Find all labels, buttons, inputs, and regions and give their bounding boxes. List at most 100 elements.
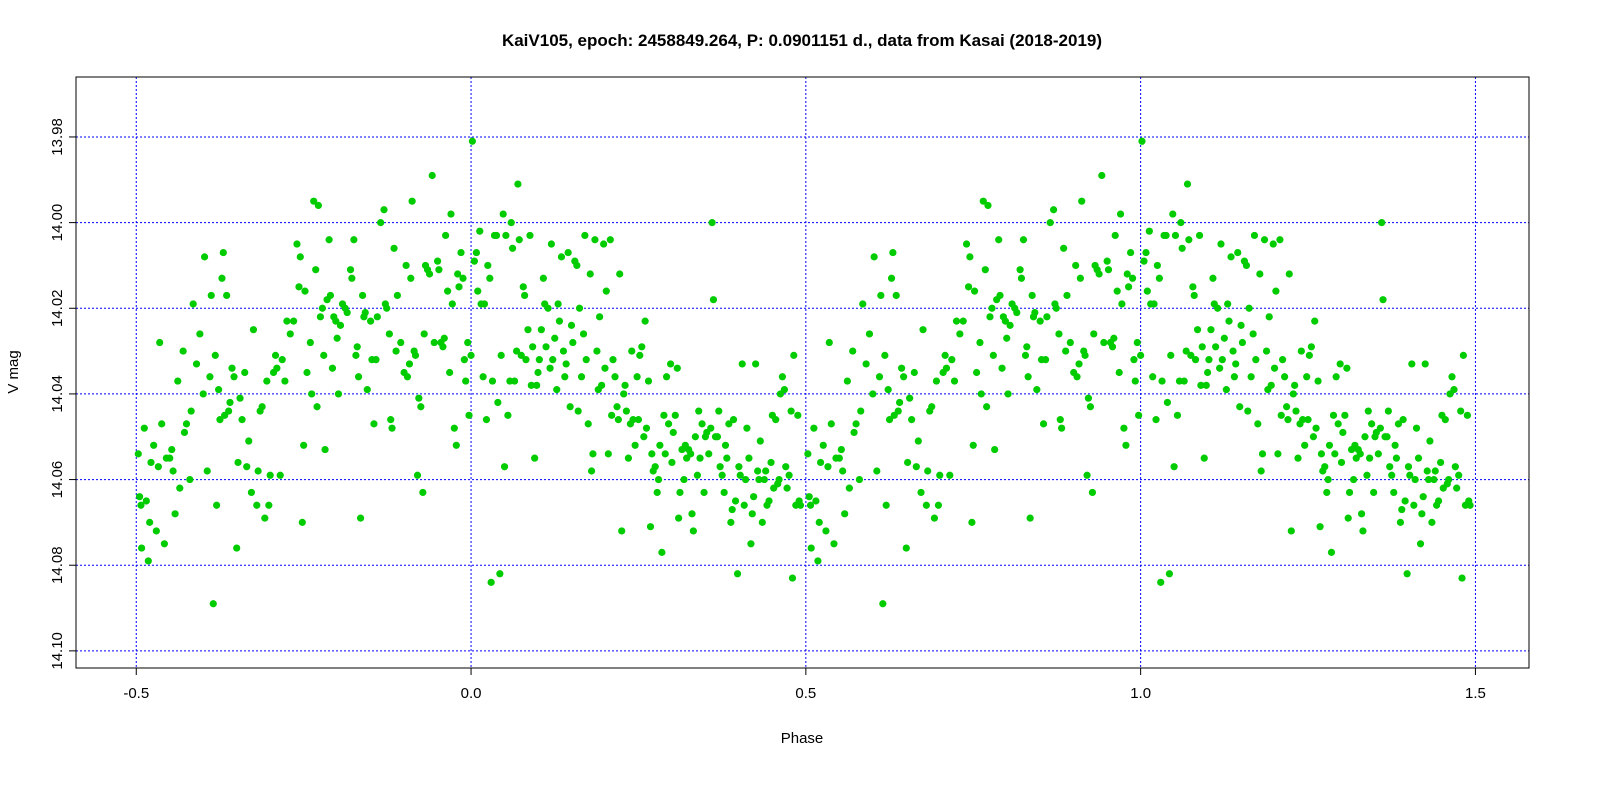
- data-point: [510, 377, 519, 385]
- data-point: [241, 368, 249, 377]
- data-point: [843, 377, 851, 385]
- data-point: [1430, 475, 1438, 484]
- data-point: [676, 488, 684, 497]
- data-point: [1331, 450, 1339, 458]
- data-point: [837, 445, 845, 454]
- data-point: [454, 270, 462, 278]
- data-point: [1334, 420, 1342, 428]
- data-point: [502, 231, 510, 240]
- data-point: [819, 441, 827, 449]
- data-point: [765, 497, 773, 505]
- data-point: [601, 364, 609, 372]
- data-point: [551, 334, 559, 342]
- y-axis-label: V mag: [5, 350, 22, 393]
- data-point: [561, 373, 569, 381]
- data-point: [689, 527, 697, 535]
- data-point: [352, 351, 360, 359]
- data-point: [1225, 317, 1233, 325]
- y-tick-label: 14.06: [49, 461, 66, 499]
- data-point: [593, 347, 601, 355]
- data-point: [1457, 407, 1465, 415]
- data-point: [620, 390, 628, 398]
- data-point: [917, 488, 925, 497]
- data-point: [1391, 441, 1399, 449]
- data-point: [688, 510, 696, 518]
- data-point: [1401, 497, 1409, 505]
- data-point: [152, 527, 160, 535]
- data-point: [187, 407, 195, 415]
- data-point: [825, 338, 833, 347]
- data-point: [233, 544, 241, 552]
- data-point: [296, 253, 304, 261]
- data-point: [661, 450, 669, 458]
- data-point: [521, 291, 529, 300]
- data-point: [1287, 527, 1295, 535]
- data-point: [1459, 351, 1467, 359]
- data-point: [1301, 441, 1309, 449]
- data-point: [1274, 450, 1282, 458]
- data-point: [1247, 373, 1255, 381]
- data-point: [234, 458, 242, 467]
- data-point: [865, 330, 874, 338]
- data-point: [1421, 360, 1429, 368]
- data-point: [841, 510, 849, 518]
- data-point: [654, 475, 663, 484]
- data-point: [1157, 578, 1165, 586]
- data-point: [455, 283, 463, 291]
- data-point: [1131, 377, 1139, 385]
- data-point: [631, 441, 639, 449]
- data-point: [966, 253, 974, 261]
- data-point: [1332, 373, 1340, 381]
- data-point: [897, 364, 906, 372]
- data-point: [515, 236, 523, 244]
- data-point: [566, 403, 574, 411]
- data-point: [1252, 356, 1260, 364]
- data-point: [695, 407, 703, 415]
- data-point: [1344, 514, 1352, 522]
- data-point: [314, 201, 322, 210]
- data-point: [1292, 407, 1300, 415]
- data-point: [562, 360, 570, 368]
- data-point: [1305, 351, 1313, 359]
- data-point: [467, 351, 475, 359]
- data-point: [845, 484, 853, 492]
- data-point: [522, 356, 530, 364]
- data-point: [1358, 510, 1366, 518]
- data-point: [350, 236, 358, 244]
- data-point: [1325, 441, 1334, 449]
- data-point: [812, 497, 820, 505]
- data-point: [604, 450, 612, 458]
- data-point: [728, 505, 736, 514]
- data-point: [873, 467, 881, 475]
- data-point: [658, 548, 666, 556]
- data-point: [1182, 347, 1190, 355]
- data-point: [496, 570, 504, 578]
- data-point: [970, 287, 979, 295]
- data-point: [1083, 471, 1091, 479]
- data-point: [160, 540, 168, 548]
- data-point: [1116, 210, 1125, 218]
- data-point: [544, 304, 552, 312]
- data-point: [1063, 291, 1071, 300]
- data-point: [1049, 206, 1058, 214]
- data-point: [273, 364, 281, 372]
- data-point: [596, 313, 604, 321]
- data-point: [1428, 518, 1436, 526]
- data-point: [983, 403, 991, 411]
- data-point: [782, 463, 790, 471]
- data-point: [735, 463, 743, 471]
- data-point: [1200, 454, 1208, 462]
- x-tick-label: -0.5: [123, 685, 149, 702]
- data-point: [1412, 424, 1421, 432]
- data-point: [1418, 510, 1426, 518]
- data-point: [1404, 463, 1413, 471]
- data-point: [1088, 488, 1097, 497]
- data-point: [310, 197, 318, 205]
- data-point: [1458, 574, 1466, 582]
- data-point: [641, 317, 649, 325]
- data-point: [147, 458, 155, 467]
- data-point: [1368, 420, 1376, 428]
- data-point: [215, 386, 223, 394]
- data-point: [539, 274, 547, 282]
- data-point: [1364, 407, 1372, 415]
